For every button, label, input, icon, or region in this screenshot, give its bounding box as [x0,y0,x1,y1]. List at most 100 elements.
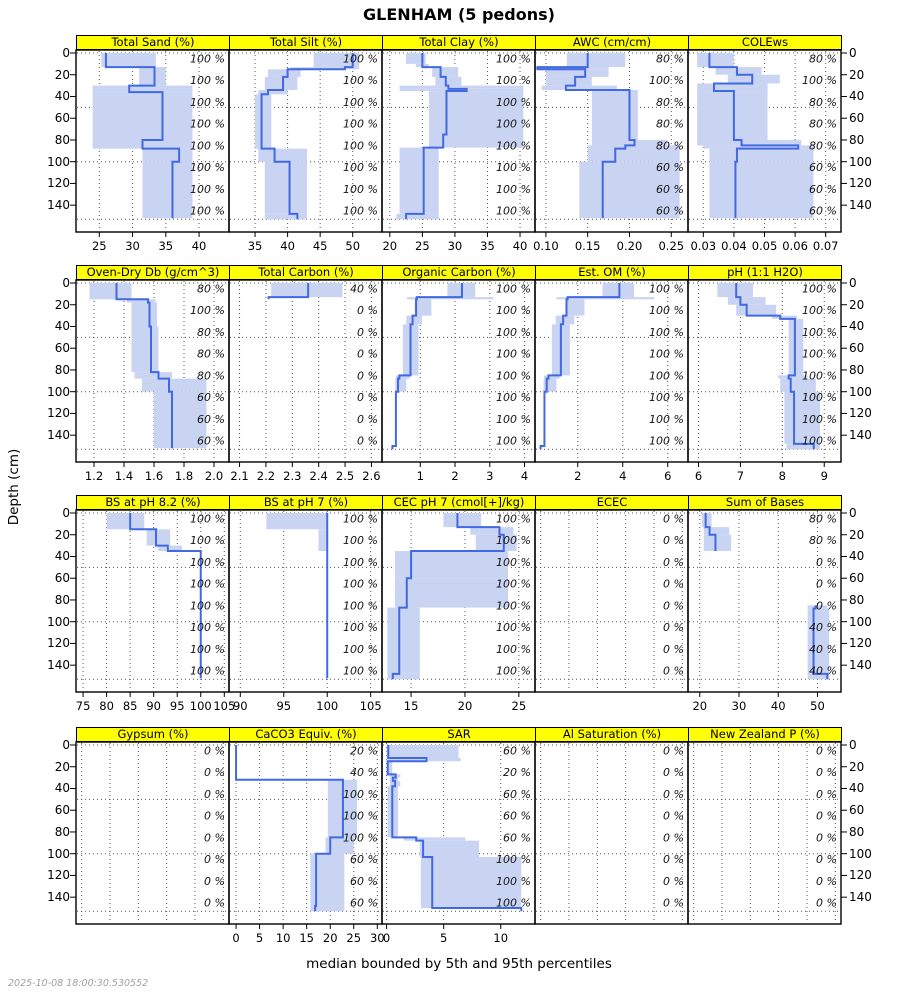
svg-text:20 %: 20 % [350,744,378,757]
svg-text:100 %: 100 % [343,139,378,152]
svg-text:0.05: 0.05 [752,239,778,253]
y-tick-label: 100 [849,846,872,861]
svg-text:60 %: 60 % [350,875,378,888]
svg-text:2.3: 2.3 [283,469,301,483]
strip-colews: COLEws [688,35,842,50]
strip-total-clay: Total Clay (%) [382,35,536,50]
svg-text:100 %: 100 % [649,369,684,382]
strip-bs-at-ph-7: BS at pH 7 (%) [229,495,383,510]
svg-text:100 %: 100 % [343,810,378,823]
svg-text:30: 30 [370,931,385,945]
svg-text:5: 5 [256,931,263,945]
y-tick-label: 40 [849,549,865,564]
y-tick-label: 100 [47,384,70,399]
svg-text:60 %: 60 % [350,897,378,910]
y-tick-label: 80 [54,592,70,607]
y-tick-label: 20 [849,759,865,774]
panel-total-sand: 100 % 100 % 100 % 100 % 100 % 100 % 100 % 100 %… [70,49,230,253]
svg-text:2.0: 2.0 [205,469,223,483]
svg-text:0.25: 0.25 [658,239,684,253]
panel-sar: 60 % 20 % 60 % 60 % 60 % 100 % 100 % 100 % 0 5 10 [381,741,536,945]
svg-text:100 %: 100 % [343,643,378,656]
panel-total-carbon: 40 % 0 % 0 % 0 % 0 % 0 % 0 % 0 % 2.1 2.2 2.3 2.4 2.5… [228,279,383,483]
svg-text:80 %: 80 % [656,139,684,152]
svg-text:100 %: 100 % [343,183,378,196]
svg-text:60 %: 60 % [656,205,684,218]
svg-text:100 %: 100 % [649,326,684,339]
svg-text:100 %: 100 % [496,621,531,634]
svg-text:0 %: 0 % [816,766,837,779]
svg-text:2.1: 2.1 [230,469,248,483]
panel-al-saturation: 0 % 0 % 0 % 0 % 0 % 0 % 0 % 0 % [534,741,689,925]
panel-ph-1-1-h2o: 100 % 100 % 100 % 100 % 100 % 100 % 100 % 100 %… [687,279,847,483]
svg-text:100 %: 100 % [802,391,837,404]
svg-text:100: 100 [190,699,212,713]
svg-text:0 %: 0 % [816,599,837,612]
svg-text:50: 50 [345,239,360,253]
svg-text:20 %: 20 % [503,766,531,779]
strip-total-sand: Total Sand (%) [76,35,230,50]
svg-text:80 %: 80 % [809,118,837,131]
svg-text:100 %: 100 % [190,52,225,65]
svg-text:60 %: 60 % [503,744,531,757]
svg-text:60 %: 60 % [809,161,837,174]
svg-text:100 %: 100 % [343,52,378,65]
svg-text:0 %: 0 % [816,897,837,910]
svg-text:2.6: 2.6 [362,469,380,483]
svg-text:25: 25 [415,239,430,253]
y-tick-label: 120 [47,176,70,191]
svg-text:90: 90 [146,699,161,713]
svg-text:100 %: 100 % [496,413,531,426]
svg-text:0.07: 0.07 [813,239,839,253]
y-tick-label: 0 [62,46,70,60]
svg-text:0 %: 0 % [204,788,225,801]
svg-text:60 %: 60 % [197,435,225,448]
svg-text:60 %: 60 % [503,831,531,844]
svg-text:80 %: 80 % [809,512,837,525]
y-tick-label: 80 [849,592,865,607]
svg-text:100 %: 100 % [496,556,531,569]
y-tick-label: 40 [54,781,70,796]
svg-text:6: 6 [695,469,702,483]
svg-text:15: 15 [299,931,314,945]
y-tick-label: 100 [849,614,872,629]
svg-text:60 %: 60 % [350,853,378,866]
svg-text:0 %: 0 % [357,391,378,404]
panel-caco3-equiv: 20 % 40 % 100 % 100 % 100 % 60 % 60 % 60 % 0 5 10 1… [228,741,385,945]
y-tick-label: 140 [47,890,70,905]
svg-text:100 %: 100 % [802,74,837,87]
svg-text:0 %: 0 % [204,766,225,779]
strip-ecec: ECEC [535,495,689,510]
strip-bs-at-ph-8-2: BS at pH 8.2 (%) [76,495,230,510]
y-tick-label: 60 [849,571,865,586]
svg-text:100 %: 100 % [496,599,531,612]
svg-text:100 %: 100 % [496,326,531,339]
svg-text:1.2: 1.2 [85,469,103,483]
svg-text:100 %: 100 % [496,369,531,382]
svg-text:100 %: 100 % [802,304,837,317]
svg-text:0 %: 0 % [663,744,684,757]
y-tick-label: 20 [54,297,70,312]
svg-text:80 %: 80 % [197,348,225,361]
svg-text:2.4: 2.4 [310,469,328,483]
svg-text:100 %: 100 % [802,435,837,448]
y-tick-label: 100 [47,154,70,169]
y-tick-label: 40 [54,89,70,104]
strip-cec-ph-7-cmol-kg: CEC pH 7 (cmol[+]/kg) [382,495,536,510]
svg-text:100 %: 100 % [190,118,225,131]
svg-text:95: 95 [170,699,185,713]
y-tick-label: 0 [62,506,70,520]
svg-text:1.6: 1.6 [145,469,163,483]
svg-text:4: 4 [521,469,528,483]
y-tick-label: 140 [849,198,872,213]
svg-text:0 %: 0 % [357,369,378,382]
svg-text:100 %: 100 % [190,205,225,218]
svg-text:60 %: 60 % [503,788,531,801]
svg-text:40: 40 [192,239,207,253]
svg-text:100 %: 100 % [802,282,837,295]
svg-text:25: 25 [92,239,107,253]
svg-text:100 %: 100 % [496,348,531,361]
svg-text:100 %: 100 % [496,534,531,547]
panel-est-om: 100 % 100 % 100 % 100 % 100 % 100 % 100 % 100 %… [534,279,689,483]
